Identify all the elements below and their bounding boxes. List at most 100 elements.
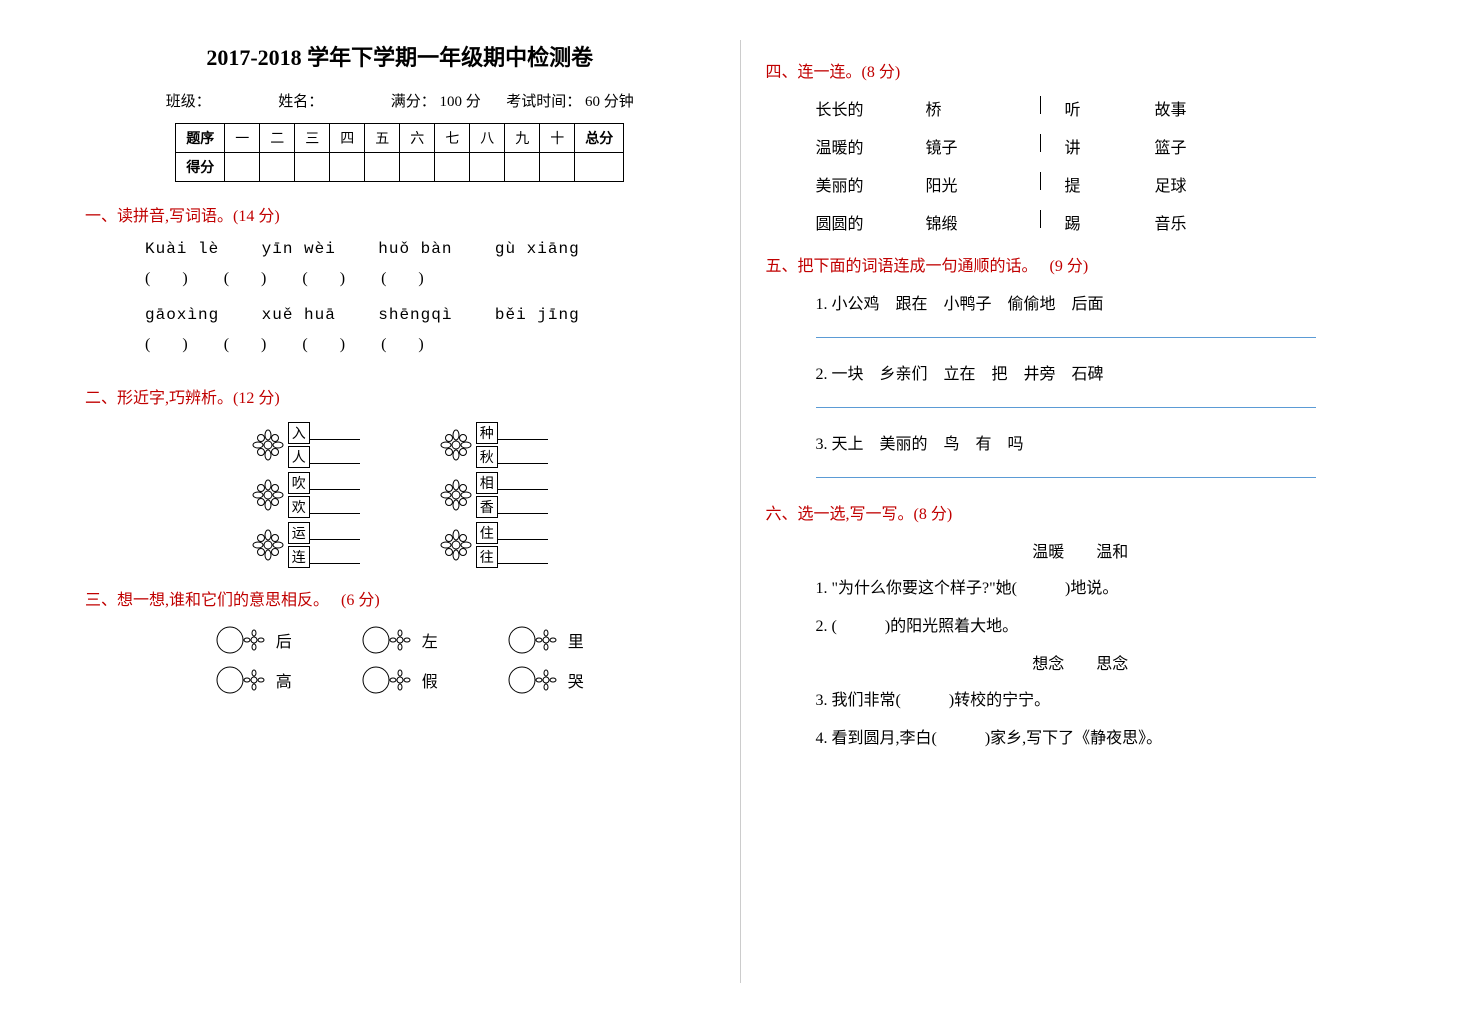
match-cell: 讲 bbox=[1065, 134, 1155, 158]
oval-row: 高 假 哭 bbox=[85, 664, 715, 696]
td bbox=[505, 153, 540, 182]
td: 六 bbox=[400, 124, 435, 153]
oval-icon bbox=[216, 664, 274, 696]
td: 四 bbox=[330, 124, 365, 153]
td: 二 bbox=[260, 124, 295, 153]
oval-label: 后 bbox=[276, 628, 292, 652]
blank bbox=[498, 450, 548, 464]
oval-label: 假 bbox=[422, 668, 438, 692]
match-cell: 故事 bbox=[1155, 96, 1245, 120]
match-cell: 踢 bbox=[1065, 210, 1155, 234]
paren-row: ( ) ( ) ( ) ( ) bbox=[145, 330, 715, 354]
oval-icon bbox=[216, 624, 274, 656]
oval-label: 左 bbox=[422, 628, 438, 652]
choice-item: 2. ( )的阳光照着大地。 bbox=[816, 612, 1396, 636]
paren: ( ) bbox=[224, 264, 267, 288]
td bbox=[400, 153, 435, 182]
shape-grid: 入人 种秋 吹欢 bbox=[85, 422, 715, 568]
td bbox=[540, 153, 575, 182]
paren-row: ( ) ( ) ( ) ( ) bbox=[145, 264, 715, 288]
section-4-head: 四、连一连。(8 分) bbox=[766, 58, 1396, 82]
flower-icon bbox=[440, 479, 472, 511]
oval-row: 后 左 里 bbox=[85, 624, 715, 656]
blank bbox=[498, 476, 548, 490]
match-cell: 温暖的 bbox=[816, 134, 926, 158]
td bbox=[470, 153, 505, 182]
shape-pair: 相香 bbox=[440, 472, 548, 518]
char-box: 香 bbox=[476, 496, 498, 518]
section-2-head: 二、形近字,巧辨析。(12 分) bbox=[85, 384, 715, 408]
flower-icon bbox=[252, 529, 284, 561]
td bbox=[260, 153, 295, 182]
section-1-head: 一、读拼音,写词语。(14 分) bbox=[85, 202, 715, 226]
flower-icon bbox=[252, 479, 284, 511]
match-cell: 锦缎 bbox=[926, 210, 1016, 234]
sec-num: 五、 bbox=[766, 258, 798, 275]
char-box: 运 bbox=[288, 522, 310, 544]
choice-item: 1. "为什么你要这个样子?"她( )地说。 bbox=[816, 574, 1396, 598]
choice-words: 想念 思念 bbox=[766, 650, 1396, 674]
oval-icon bbox=[362, 664, 420, 696]
td: 十 bbox=[540, 124, 575, 153]
oval-label: 哭 bbox=[568, 668, 584, 692]
choice-item: 4. 看到圆月,李白( )家乡,写下了《静夜思》。 bbox=[816, 724, 1396, 748]
table-row: 得分 bbox=[176, 153, 624, 182]
full-label: 满分： bbox=[391, 94, 436, 110]
sec-points: (9 分) bbox=[1050, 258, 1089, 275]
choice-words: 温暖 温和 bbox=[766, 538, 1396, 562]
char-box: 吹 bbox=[288, 472, 310, 494]
oval-item: 哭 bbox=[508, 664, 584, 696]
oval-icon bbox=[508, 624, 566, 656]
time-label: 考试时间： bbox=[506, 94, 581, 110]
answer-line bbox=[816, 390, 1316, 408]
char-box: 相 bbox=[476, 472, 498, 494]
divider bbox=[1040, 210, 1041, 228]
match-grid: 长长的桥听故事温暖的镜子讲篮子美丽的阳光提足球圆圆的锦缎踢音乐 bbox=[816, 96, 1396, 234]
oval-label: 里 bbox=[568, 628, 584, 652]
pinyin: gù xiāng bbox=[495, 240, 580, 258]
divider bbox=[1040, 172, 1041, 190]
th: 总分 bbox=[575, 124, 624, 153]
oval-icon bbox=[362, 624, 420, 656]
oval-label: 高 bbox=[276, 668, 292, 692]
sec-num: 二、 bbox=[85, 390, 117, 407]
blank bbox=[310, 550, 360, 564]
meta-row: 班级： 姓名： 满分： 100 分 考试时间： 60 分钟 bbox=[85, 90, 715, 111]
sec-title: 读拼音,写词语。(14 分) bbox=[117, 208, 280, 225]
td: 一 bbox=[225, 124, 260, 153]
td bbox=[295, 153, 330, 182]
blank bbox=[498, 426, 548, 440]
paren: ( ) bbox=[224, 330, 267, 354]
sec-num: 四、 bbox=[766, 64, 798, 81]
left-column: 2017-2018 学年下学期一年级期中检测卷 班级： 姓名： 满分： 100 … bbox=[60, 40, 741, 983]
match-cell: 听 bbox=[1065, 96, 1155, 120]
match-cell: 美丽的 bbox=[816, 172, 926, 196]
shape-pair: 住往 bbox=[440, 522, 548, 568]
char-box: 欢 bbox=[288, 496, 310, 518]
time-value: 60 分钟 bbox=[585, 94, 634, 110]
sentence-item: 1. 小公鸡 跟在 小鸭子 偷偷地 后面 bbox=[816, 290, 1396, 314]
th: 题序 bbox=[176, 124, 225, 153]
td bbox=[330, 153, 365, 182]
oval-item: 后 bbox=[216, 624, 292, 656]
td bbox=[365, 153, 400, 182]
oval-icon bbox=[508, 664, 566, 696]
oval-item: 左 bbox=[362, 624, 438, 656]
score-table: 题序 一 二 三 四 五 六 七 八 九 十 总分 得分 bbox=[175, 123, 624, 182]
sec-title: 把下面的词语连成一句通顺的话。 bbox=[798, 258, 1038, 275]
pinyin: huǒ bàn bbox=[378, 240, 452, 258]
right-column: 四、连一连。(8 分) 长长的桥听故事温暖的镜子讲篮子美丽的阳光提足球圆圆的锦缎… bbox=[741, 40, 1421, 983]
flower-icon bbox=[440, 429, 472, 461]
sec-title: 选一选,写一写。(8 分) bbox=[798, 506, 953, 523]
sentence-item: 2. 一块 乡亲们 立在 把 井旁 石碑 bbox=[816, 360, 1396, 384]
choice-item: 3. 我们非常( )转校的宁宁。 bbox=[816, 686, 1396, 710]
paren: ( ) bbox=[302, 264, 345, 288]
blank bbox=[310, 426, 360, 440]
shape-pair: 种秋 bbox=[440, 422, 548, 468]
match-cell: 镜子 bbox=[926, 134, 1016, 158]
blank bbox=[498, 526, 548, 540]
oval-item: 高 bbox=[216, 664, 292, 696]
sentence-item: 3. 天上 美丽的 鸟 有 吗 bbox=[816, 430, 1396, 454]
char-box: 往 bbox=[476, 546, 498, 568]
sec-num: 一、 bbox=[85, 208, 117, 225]
